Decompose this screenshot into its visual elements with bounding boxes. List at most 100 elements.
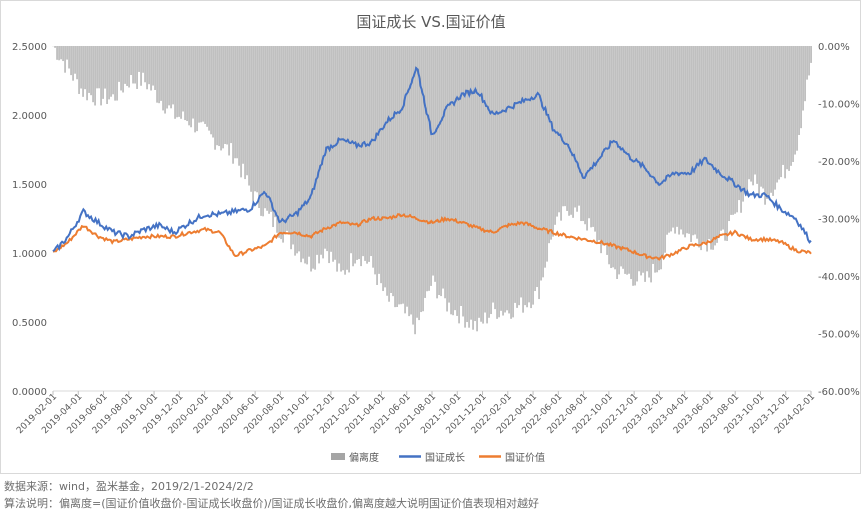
deviation-bar [750, 46, 751, 182]
deviation-bar [412, 46, 413, 325]
deviation-bar [772, 46, 773, 196]
deviation-bar [398, 46, 399, 304]
deviation-bar [792, 46, 793, 162]
deviation-bar [418, 46, 419, 320]
deviation-bar [282, 46, 283, 243]
deviation-bar [686, 46, 687, 233]
deviation-bar [472, 46, 473, 330]
deviation-bar [662, 46, 663, 258]
deviation-bar [266, 46, 267, 211]
deviation-bar [272, 46, 273, 227]
deviation-bar [148, 46, 149, 84]
deviation-bar [586, 46, 587, 231]
deviation-bar [316, 46, 317, 255]
deviation-bar [498, 46, 499, 317]
deviation-bar [382, 46, 383, 291]
deviation-bar [244, 46, 245, 179]
deviation-bar [254, 46, 255, 191]
deviation-bar [348, 46, 349, 272]
right-tick-label: -50.00% [818, 330, 860, 341]
deviation-bar [670, 46, 671, 231]
deviation-bar [580, 46, 581, 221]
right-tick-label: -40.00% [818, 272, 860, 283]
deviation-bar [578, 46, 579, 206]
deviation-bar [510, 46, 511, 319]
deviation-bar [486, 46, 487, 323]
deviation-bar [668, 46, 669, 233]
deviation-bar [700, 46, 701, 250]
deviation-bar [672, 46, 673, 228]
deviation-bar [198, 46, 199, 123]
deviation-bar [218, 46, 219, 146]
deviation-bar [276, 46, 277, 233]
deviation-bar [426, 46, 427, 291]
deviation-bar [156, 46, 157, 103]
deviation-bar [752, 46, 753, 185]
deviation-bar [738, 46, 739, 200]
deviation-bar [402, 46, 403, 304]
deviation-bar [128, 46, 129, 87]
deviation-bar [406, 46, 407, 307]
deviation-bar [602, 46, 603, 245]
deviation-bar [734, 46, 735, 214]
deviation-bar [454, 46, 455, 310]
deviation-bar [204, 46, 205, 124]
deviation-bar [58, 46, 59, 60]
deviation-bar [682, 46, 683, 234]
deviation-bar [226, 46, 227, 144]
deviation-bar [368, 46, 369, 262]
deviation-bar [260, 46, 261, 216]
deviation-bar [110, 46, 111, 97]
deviation-bar [354, 46, 355, 264]
deviation-bar [140, 46, 141, 86]
deviation-bar [356, 46, 357, 260]
deviation-bar [328, 46, 329, 263]
deviation-bar [302, 46, 303, 259]
deviation-bar [540, 46, 541, 280]
deviation-bar [500, 46, 501, 311]
deviation-bar [206, 46, 207, 127]
deviation-bar [652, 46, 653, 264]
deviation-bar [762, 46, 763, 188]
deviation-bar [362, 46, 363, 256]
deviation-bar [358, 46, 359, 259]
deviation-bar [180, 46, 181, 119]
deviation-bar [722, 46, 723, 229]
deviation-bar [424, 46, 425, 298]
deviation-bar [396, 46, 397, 307]
deviation-bar [466, 46, 467, 322]
deviation-bar [384, 46, 385, 287]
deviation-bar [512, 46, 513, 317]
deviation-bar [118, 46, 119, 82]
deviation-bar [592, 46, 593, 227]
deviation-bar [562, 46, 563, 206]
deviation-bar [598, 46, 599, 240]
deviation-bar [596, 46, 597, 243]
deviation-bar [178, 46, 179, 117]
deviation-bar [502, 46, 503, 316]
deviation-bar [706, 46, 707, 251]
legend-label: 偏离度 [349, 451, 379, 464]
deviation-bar [288, 46, 289, 233]
deviation-bar [798, 46, 799, 135]
deviation-bar [594, 46, 595, 232]
deviation-bar [240, 46, 241, 177]
deviation-bar [674, 46, 675, 234]
deviation-bar [754, 46, 755, 174]
deviation-bar [544, 46, 545, 268]
deviation-bar [138, 46, 139, 72]
deviation-bar [280, 46, 281, 239]
deviation-bar [154, 46, 155, 90]
deviation-bar [274, 46, 275, 217]
deviation-bar [190, 46, 191, 127]
left-axis-ticks: 0.00000.50001.00001.50002.00002.5000 [12, 42, 47, 398]
deviation-bar [150, 46, 151, 90]
deviation-bar [394, 46, 395, 307]
deviation-bar [126, 46, 127, 86]
deviation-bar [258, 46, 259, 208]
deviation-bar [80, 46, 81, 89]
deviation-bar [100, 46, 101, 105]
deviation-bar [306, 46, 307, 264]
deviation-bar [524, 46, 525, 305]
deviation-bar [520, 46, 521, 297]
